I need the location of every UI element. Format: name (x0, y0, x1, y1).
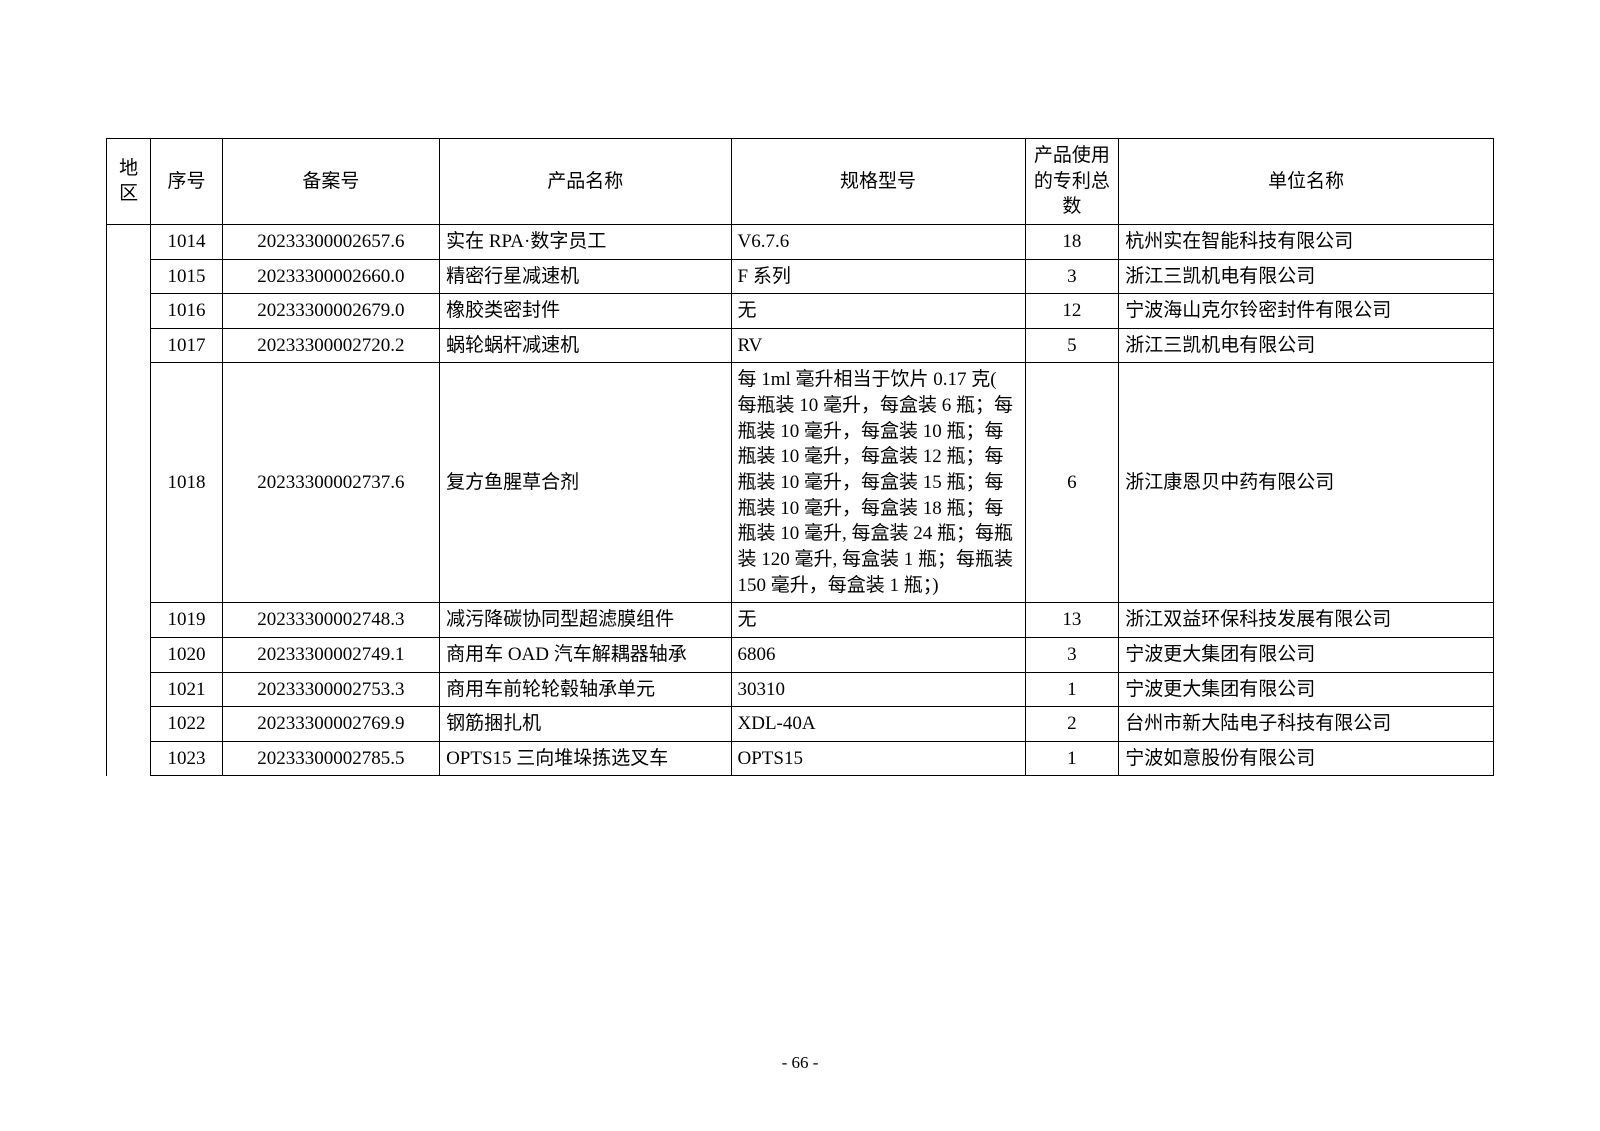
cell-company: 台州市新大陆电子科技有限公司 (1119, 707, 1494, 742)
cell-filing: 20233300002785.5 (222, 741, 439, 776)
table-row: 102320233300002785.5OPTS15 三向堆垛拣选叉车OPTS1… (107, 741, 1494, 776)
table-row: 101720233300002720.2蜗轮蜗杆减速机RV5浙江三凯机电有限公司 (107, 328, 1494, 363)
cell-seq: 1022 (151, 707, 223, 742)
cell-spec: V6.7.6 (731, 224, 1025, 259)
cell-spec: 30310 (731, 672, 1025, 707)
cell-spec: 每 1ml 毫升相当于饮片 0.17 克( 每瓶装 10 毫升，每盒装 6 瓶；… (731, 363, 1025, 603)
cell-filing: 20233300002769.9 (222, 707, 439, 742)
cell-spec: 6806 (731, 637, 1025, 672)
cell-patents: 13 (1025, 603, 1119, 638)
table-row: 101520233300002660.0精密行星减速机F 系列3浙江三凯机电有限… (107, 259, 1494, 294)
cell-company: 浙江康恩贝中药有限公司 (1119, 363, 1494, 603)
cell-seq: 1023 (151, 741, 223, 776)
cell-product: 橡胶类密封件 (440, 294, 731, 329)
cell-company: 宁波如意股份有限公司 (1119, 741, 1494, 776)
cell-company: 宁波更大集团有限公司 (1119, 637, 1494, 672)
cell-seq: 1018 (151, 363, 223, 603)
cell-filing: 20233300002753.3 (222, 672, 439, 707)
cell-product: 商用车前轮轮毂轴承单元 (440, 672, 731, 707)
table-row: 101820233300002737.6复方鱼腥草合剂每 1ml 毫升相当于饮片… (107, 363, 1494, 603)
cell-filing: 20233300002748.3 (222, 603, 439, 638)
cell-filing: 20233300002679.0 (222, 294, 439, 329)
cell-patents: 1 (1025, 741, 1119, 776)
cell-seq: 1019 (151, 603, 223, 638)
cell-patents: 3 (1025, 637, 1119, 672)
cell-spec: 无 (731, 294, 1025, 329)
cell-product: 复方鱼腥草合剂 (440, 363, 731, 603)
table-header-row: 地区 序号 备案号 产品名称 规格型号 产品使用的专利总数 单位名称 (107, 139, 1494, 225)
cell-product: 精密行星减速机 (440, 259, 731, 294)
region-cell (107, 224, 151, 776)
cell-seq: 1014 (151, 224, 223, 259)
page-number: - 66 - (0, 1053, 1600, 1073)
cell-patents: 18 (1025, 224, 1119, 259)
cell-company: 浙江三凯机电有限公司 (1119, 259, 1494, 294)
header-filing: 备案号 (222, 139, 439, 225)
table-row: 101420233300002657.6实在 RPA·数字员工V6.7.618杭… (107, 224, 1494, 259)
cell-filing: 20233300002660.0 (222, 259, 439, 294)
cell-spec: XDL-40A (731, 707, 1025, 742)
cell-product: 蜗轮蜗杆减速机 (440, 328, 731, 363)
cell-product: 减污降碳协同型超滤膜组件 (440, 603, 731, 638)
cell-seq: 1015 (151, 259, 223, 294)
cell-company: 浙江双益环保科技发展有限公司 (1119, 603, 1494, 638)
cell-product: 实在 RPA·数字员工 (440, 224, 731, 259)
cell-patents: 5 (1025, 328, 1119, 363)
cell-filing: 20233300002737.6 (222, 363, 439, 603)
cell-product: 钢筋捆扎机 (440, 707, 731, 742)
cell-seq: 1016 (151, 294, 223, 329)
cell-spec: F 系列 (731, 259, 1025, 294)
cell-spec: OPTS15 (731, 741, 1025, 776)
cell-seq: 1021 (151, 672, 223, 707)
header-seq: 序号 (151, 139, 223, 225)
cell-patents: 2 (1025, 707, 1119, 742)
header-spec: 规格型号 (731, 139, 1025, 225)
table-body: 101420233300002657.6实在 RPA·数字员工V6.7.618杭… (107, 224, 1494, 776)
table-row: 102120233300002753.3商用车前轮轮毂轴承单元303101宁波更… (107, 672, 1494, 707)
header-patents: 产品使用的专利总数 (1025, 139, 1119, 225)
cell-product: 商用车 OAD 汽车解耦器轴承 (440, 637, 731, 672)
cell-patents: 12 (1025, 294, 1119, 329)
cell-spec: RV (731, 328, 1025, 363)
cell-patents: 1 (1025, 672, 1119, 707)
cell-company: 浙江三凯机电有限公司 (1119, 328, 1494, 363)
cell-company: 杭州实在智能科技有限公司 (1119, 224, 1494, 259)
cell-filing: 20233300002657.6 (222, 224, 439, 259)
data-table: 地区 序号 备案号 产品名称 规格型号 产品使用的专利总数 单位名称 10142… (106, 138, 1494, 776)
cell-company: 宁波海山克尔铃密封件有限公司 (1119, 294, 1494, 329)
table-row: 101920233300002748.3减污降碳协同型超滤膜组件无13浙江双益环… (107, 603, 1494, 638)
table-row: 102020233300002749.1商用车 OAD 汽车解耦器轴承68063… (107, 637, 1494, 672)
cell-company: 宁波更大集团有限公司 (1119, 672, 1494, 707)
cell-seq: 1020 (151, 637, 223, 672)
cell-filing: 20233300002720.2 (222, 328, 439, 363)
table-row: 101620233300002679.0橡胶类密封件无12宁波海山克尔铃密封件有… (107, 294, 1494, 329)
table-row: 102220233300002769.9钢筋捆扎机XDL-40A2台州市新大陆电… (107, 707, 1494, 742)
header-company: 单位名称 (1119, 139, 1494, 225)
cell-patents: 3 (1025, 259, 1119, 294)
cell-product: OPTS15 三向堆垛拣选叉车 (440, 741, 731, 776)
header-product: 产品名称 (440, 139, 731, 225)
cell-patents: 6 (1025, 363, 1119, 603)
cell-spec: 无 (731, 603, 1025, 638)
cell-filing: 20233300002749.1 (222, 637, 439, 672)
cell-seq: 1017 (151, 328, 223, 363)
header-region: 地区 (107, 139, 151, 225)
